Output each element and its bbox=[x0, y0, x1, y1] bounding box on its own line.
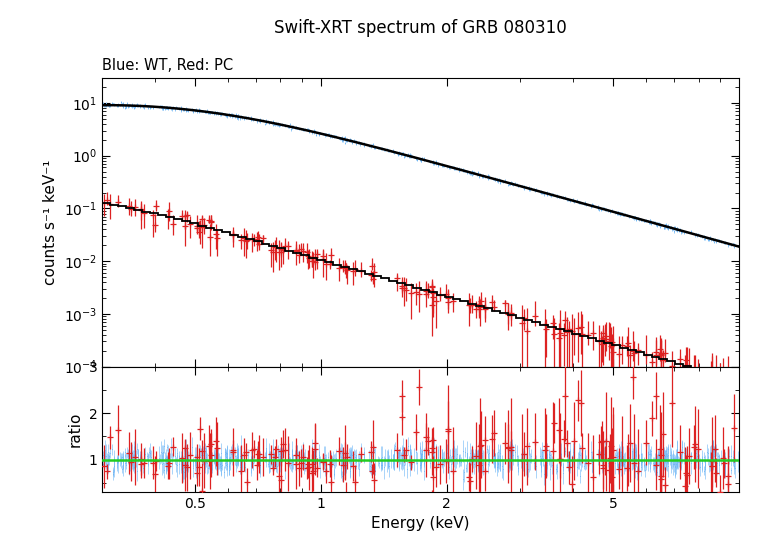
Text: Blue: WT, Red: PC: Blue: WT, Red: PC bbox=[102, 58, 233, 73]
Text: Swift-XRT spectrum of GRB 080310: Swift-XRT spectrum of GRB 080310 bbox=[274, 19, 567, 37]
Y-axis label: counts s⁻¹ keV⁻¹: counts s⁻¹ keV⁻¹ bbox=[43, 160, 58, 285]
Y-axis label: ratio: ratio bbox=[68, 411, 83, 447]
X-axis label: Energy (keV): Energy (keV) bbox=[371, 517, 470, 532]
